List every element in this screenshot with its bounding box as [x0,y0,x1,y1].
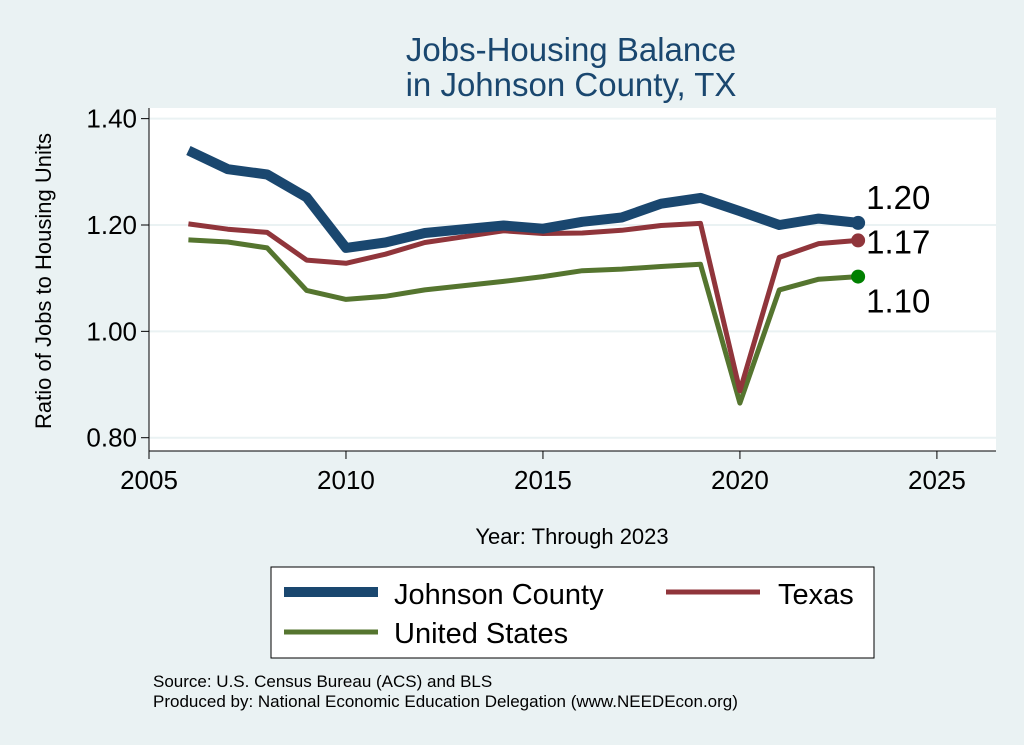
x-tick-label: 2025 [908,465,966,495]
chart-title-line-2: in Johnson County, TX [406,66,737,103]
series-lines [186,145,859,406]
x-axis: 2005 2010 2015 2020 2025 [120,450,996,495]
y-axis: 0.80 1.00 1.20 1.40 [86,104,150,453]
y-tick-label: 1.00 [86,316,137,346]
x-tick-label: 2005 [120,465,178,495]
plot-area [149,108,996,451]
series-line-texas [188,220,859,394]
x-tick-label: 2010 [317,465,375,495]
end-marker-united-states [851,269,866,284]
x-tick-label: 2015 [514,465,572,495]
y-tick-label: 1.20 [86,210,137,240]
x-axis-title: Year: Through 2023 [475,524,668,549]
y-axis-title: Ratio of Jobs to Housing Units [31,133,56,429]
y-tick-label: 1.40 [86,104,137,134]
y-tick-label: 0.80 [86,423,137,453]
produced-by-note: Produced by: National Economic Education… [153,692,738,711]
series-line-johnson-county [186,145,859,253]
legend-label-united-states: United States [394,618,568,650]
series-line-united-states [188,237,859,406]
end-label-texas: 1.17 [866,223,930,260]
legend-box [270,566,875,659]
source-note: Source: U.S. Census Bureau (ACS) and BLS [153,672,493,691]
end-label-united-states: 1.10 [866,283,930,320]
x-tick-label: 2020 [711,465,769,495]
legend-label-johnson-county: Johnson County [394,579,604,611]
legend: Johnson County Texas United States [270,566,875,659]
end-label-johnson-county: 1.20 [866,179,930,216]
series-endpoints: 1.20 1.17 1.10 [851,179,930,320]
end-marker-johnson-county [851,215,866,230]
end-marker-texas [851,233,866,248]
chart-title-line-1: Jobs-Housing Balance [406,31,736,68]
legend-label-texas: Texas [778,579,854,611]
